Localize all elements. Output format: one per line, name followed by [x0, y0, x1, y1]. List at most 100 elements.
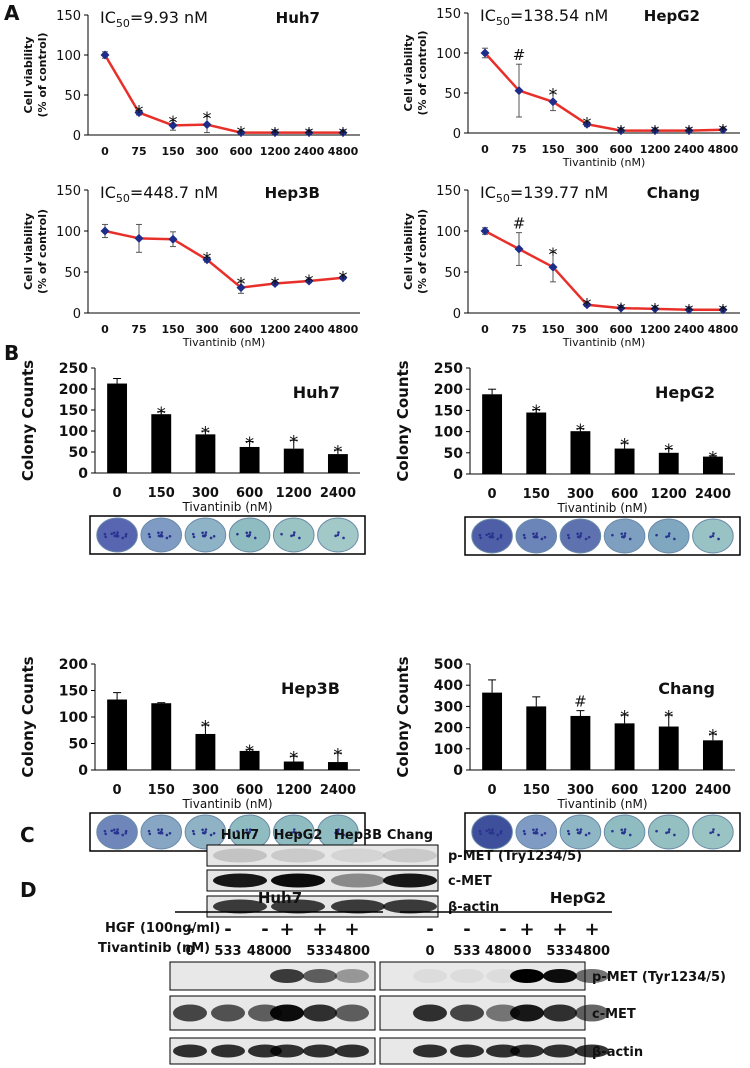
colony [245, 828, 249, 832]
x-tick-label: 1200 [260, 145, 291, 158]
significance-marker: * [289, 748, 298, 769]
significance-marker: * [617, 299, 626, 320]
significance-marker: * [289, 432, 298, 453]
y-tick-label: 150 [436, 184, 461, 199]
row-label: c-MET [448, 874, 492, 889]
colony [124, 534, 128, 538]
y-tick-label: 200 [434, 721, 463, 737]
colony [160, 531, 164, 534]
colony [245, 531, 249, 535]
x-tick-label: 300 [576, 143, 599, 156]
x-tick-label: 150 [542, 323, 565, 336]
colony [655, 829, 658, 833]
bar [702, 740, 723, 770]
bar [702, 456, 723, 474]
colony [342, 833, 345, 837]
row-label: p-MET (Tyr1234/5) [592, 970, 726, 985]
colony [290, 534, 293, 538]
band [575, 1004, 609, 1022]
x-tick-label: 0 [481, 143, 489, 156]
colony [204, 828, 208, 831]
colony [479, 832, 482, 836]
colony [567, 536, 571, 540]
condition-value: 0 [282, 944, 291, 959]
x-axis-label: Tivantinib (nM) [181, 797, 272, 811]
data-point [202, 255, 212, 265]
colony [124, 831, 128, 835]
colony [209, 833, 213, 837]
colony [622, 831, 626, 835]
colony [584, 833, 588, 837]
colony [112, 531, 116, 535]
condition-value: - [463, 919, 470, 940]
significance-marker: * [708, 448, 717, 469]
colony [165, 833, 169, 837]
colony [667, 532, 671, 535]
y-tick-label: 0 [453, 763, 463, 779]
y-tick-label: 50 [69, 737, 89, 753]
data-point [548, 262, 558, 272]
colony [491, 532, 494, 535]
colony [499, 535, 503, 539]
band [543, 1004, 577, 1022]
colony [212, 831, 216, 835]
chart-title: Chang [647, 184, 700, 202]
chart-title: Hep3B [281, 679, 340, 698]
data-point [650, 126, 660, 136]
y-tick-label: 0 [73, 307, 81, 322]
band [575, 1044, 609, 1058]
bar [283, 761, 304, 770]
colony [292, 830, 296, 834]
band [303, 1004, 337, 1022]
bar [482, 394, 503, 474]
data-point [100, 226, 110, 236]
y-axis-label: Cell viability [402, 35, 415, 112]
band [486, 969, 520, 983]
colony [485, 533, 489, 537]
x-tick-label: 2400 [320, 783, 356, 798]
data-point [616, 126, 626, 136]
colony [491, 828, 494, 831]
colony [540, 833, 544, 837]
significance-marker: * [305, 271, 314, 292]
significance-marker: * [685, 122, 694, 143]
colony [576, 532, 579, 536]
significance-marker: * [719, 121, 728, 142]
band [213, 899, 267, 914]
bar [239, 446, 260, 473]
colony [523, 832, 527, 836]
ic50-annotation: IC50=139.77 nM [480, 183, 608, 205]
lane-label: Huh7 [221, 828, 259, 843]
y-axis-label: Cell viability [22, 213, 35, 290]
colony [535, 828, 539, 831]
colony [110, 532, 114, 536]
y-axis-label: Colony Counts [19, 360, 37, 481]
panel-letter: D [20, 878, 37, 902]
x-tick-label: 2400 [674, 143, 705, 156]
bar [482, 692, 503, 770]
colony [248, 828, 252, 831]
colony [578, 535, 581, 539]
x-tick-label: 0 [101, 323, 109, 336]
y-tick-label: 500 [434, 657, 463, 673]
x-tick-label: 75 [131, 323, 146, 336]
x-tick-label: 4800 [328, 323, 359, 336]
band [331, 848, 385, 863]
condition-value: 4800 [334, 944, 370, 959]
band [331, 873, 385, 888]
y-tick-label: 50 [69, 445, 89, 461]
chart-title: HepG2 [655, 383, 715, 402]
chart-title: Hep3B [265, 184, 320, 202]
colony [667, 830, 671, 834]
data-point [236, 283, 246, 293]
colony [116, 531, 119, 534]
colony [121, 536, 125, 540]
data-point [338, 273, 348, 283]
bar [195, 434, 216, 473]
data-point [582, 119, 592, 129]
condition-value: 4800 [247, 944, 283, 959]
band [543, 969, 577, 983]
colony [717, 537, 720, 541]
band [303, 1044, 337, 1058]
